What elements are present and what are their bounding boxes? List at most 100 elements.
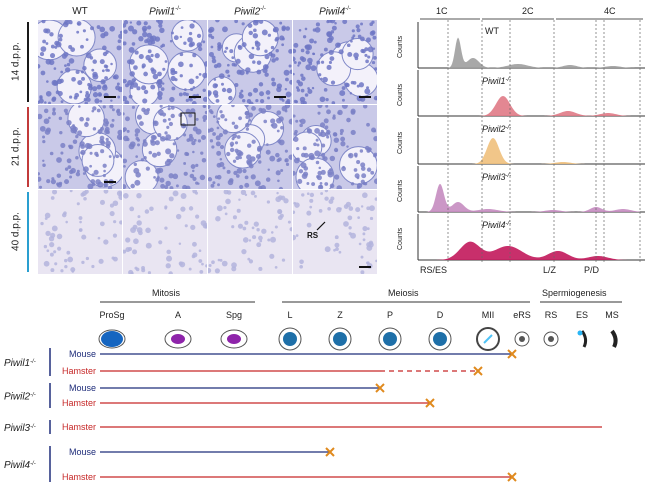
nucleus-dot bbox=[78, 228, 83, 232]
histology-image bbox=[123, 190, 207, 274]
nucleus-dot bbox=[263, 119, 268, 124]
nucleus-dot bbox=[212, 132, 216, 136]
nucleus-dot bbox=[284, 158, 289, 163]
nucleus-dot bbox=[50, 44, 55, 49]
nucleus-dot bbox=[192, 169, 195, 173]
nucleus-dot bbox=[238, 93, 244, 99]
nucleus-dot bbox=[341, 166, 346, 172]
nucleus-dot bbox=[92, 86, 98, 92]
nucleus-dot bbox=[85, 256, 90, 261]
nucleus-dot bbox=[339, 207, 342, 210]
nucleus-dot bbox=[271, 58, 276, 63]
nucleus-dot bbox=[227, 74, 231, 78]
nucleus-dot bbox=[178, 242, 182, 246]
nucleus-dot bbox=[69, 190, 73, 193]
nucleus-dot bbox=[331, 25, 337, 31]
nucleus-dot bbox=[267, 168, 270, 171]
nucleus-dot bbox=[223, 50, 227, 54]
nucleus-dot bbox=[326, 135, 330, 139]
nucleus-dot bbox=[328, 60, 333, 64]
row-age-label: 21 d.p.p. bbox=[10, 127, 22, 166]
nucleus-dot bbox=[258, 266, 263, 271]
stage-label: P bbox=[387, 310, 393, 320]
nucleus-dot bbox=[249, 159, 252, 162]
nucleus-dot bbox=[145, 166, 150, 171]
nucleus-dot bbox=[92, 73, 99, 80]
histology-image bbox=[38, 190, 122, 274]
nucleus-dot bbox=[99, 99, 103, 103]
nucleus-dot bbox=[328, 35, 334, 41]
nucleus-dot bbox=[131, 78, 136, 83]
nucleus-dot bbox=[349, 92, 353, 95]
nucleus-dot bbox=[112, 75, 117, 79]
nucleus-dot bbox=[183, 88, 187, 92]
nucleus-dot bbox=[297, 61, 302, 65]
nucleus-dot bbox=[259, 91, 265, 97]
nucleus-dot bbox=[157, 83, 163, 89]
nucleus-dot bbox=[324, 190, 329, 193]
nucleus-dot bbox=[215, 20, 220, 23]
histology-image bbox=[38, 20, 122, 104]
nucleus-dot bbox=[166, 255, 173, 262]
nucleus-dot bbox=[333, 248, 336, 252]
nucleus-dot bbox=[295, 119, 299, 123]
nucleus-dot bbox=[178, 113, 183, 117]
nucleus-dot bbox=[87, 82, 91, 87]
histology-image bbox=[38, 105, 122, 189]
nucleus-dot bbox=[92, 127, 97, 131]
stage-label: Z bbox=[337, 310, 343, 320]
flow-panel-label: Piwil2-/- bbox=[482, 124, 511, 134]
stage-label: MS bbox=[605, 310, 619, 320]
nucleus-dot bbox=[64, 258, 68, 263]
nucleus-dot bbox=[168, 196, 174, 202]
nucleus-dot bbox=[165, 148, 172, 155]
nucleus-dot bbox=[130, 183, 135, 189]
nucleus-dot bbox=[78, 216, 83, 220]
nucleus-dot bbox=[81, 234, 87, 240]
species-label: Mouse bbox=[69, 383, 96, 393]
nucleus-dot bbox=[318, 73, 322, 77]
nucleus-dot bbox=[319, 122, 326, 128]
nucleus-dot bbox=[324, 132, 329, 137]
nucleus-dot bbox=[372, 35, 377, 40]
nucleus-dot bbox=[242, 226, 247, 231]
nucleus-dot bbox=[241, 248, 247, 255]
histology-image bbox=[208, 105, 292, 189]
nucleus-dot bbox=[274, 225, 278, 229]
nucleus-dot bbox=[142, 98, 148, 104]
nucleus-dot bbox=[90, 179, 96, 184]
nucleus-dot bbox=[79, 90, 83, 94]
nucleus-dot bbox=[341, 105, 348, 109]
nucleus-dot bbox=[373, 178, 377, 185]
nucleus-dot bbox=[80, 144, 86, 149]
nucleus-dot bbox=[43, 118, 50, 125]
nucleus-dot bbox=[82, 166, 89, 173]
nucleus-dot bbox=[212, 181, 216, 185]
nucleus-dot bbox=[357, 34, 362, 39]
nucleus-dot bbox=[355, 24, 360, 29]
nucleus-dot bbox=[135, 136, 140, 141]
nucleus-dot bbox=[248, 112, 254, 118]
nucleus-dot bbox=[73, 95, 78, 100]
nucleus-dot bbox=[335, 247, 339, 251]
scale-bar bbox=[104, 96, 116, 98]
nucleus-dot bbox=[231, 121, 236, 125]
flow-histogram bbox=[420, 96, 640, 116]
nucleus-dot bbox=[348, 206, 354, 211]
nucleus-dot bbox=[123, 127, 127, 132]
histology-column-label: WT bbox=[72, 6, 88, 17]
nucleus-dot bbox=[137, 215, 141, 219]
nucleus-dot bbox=[191, 140, 196, 146]
nucleus-dot bbox=[212, 90, 219, 96]
nucleus-dot bbox=[373, 153, 377, 158]
nucleus-dot bbox=[309, 198, 314, 203]
nucleus-dot bbox=[265, 149, 271, 155]
nucleus-dot bbox=[295, 86, 299, 90]
nucleus-dot bbox=[143, 71, 148, 77]
nucleus-dot bbox=[254, 194, 257, 198]
nucleus-dot bbox=[214, 83, 218, 88]
stage-label: D bbox=[437, 310, 444, 320]
nucleus-dot bbox=[301, 193, 305, 197]
nucleus-dot bbox=[45, 58, 52, 65]
nucleus-dot bbox=[233, 170, 238, 176]
